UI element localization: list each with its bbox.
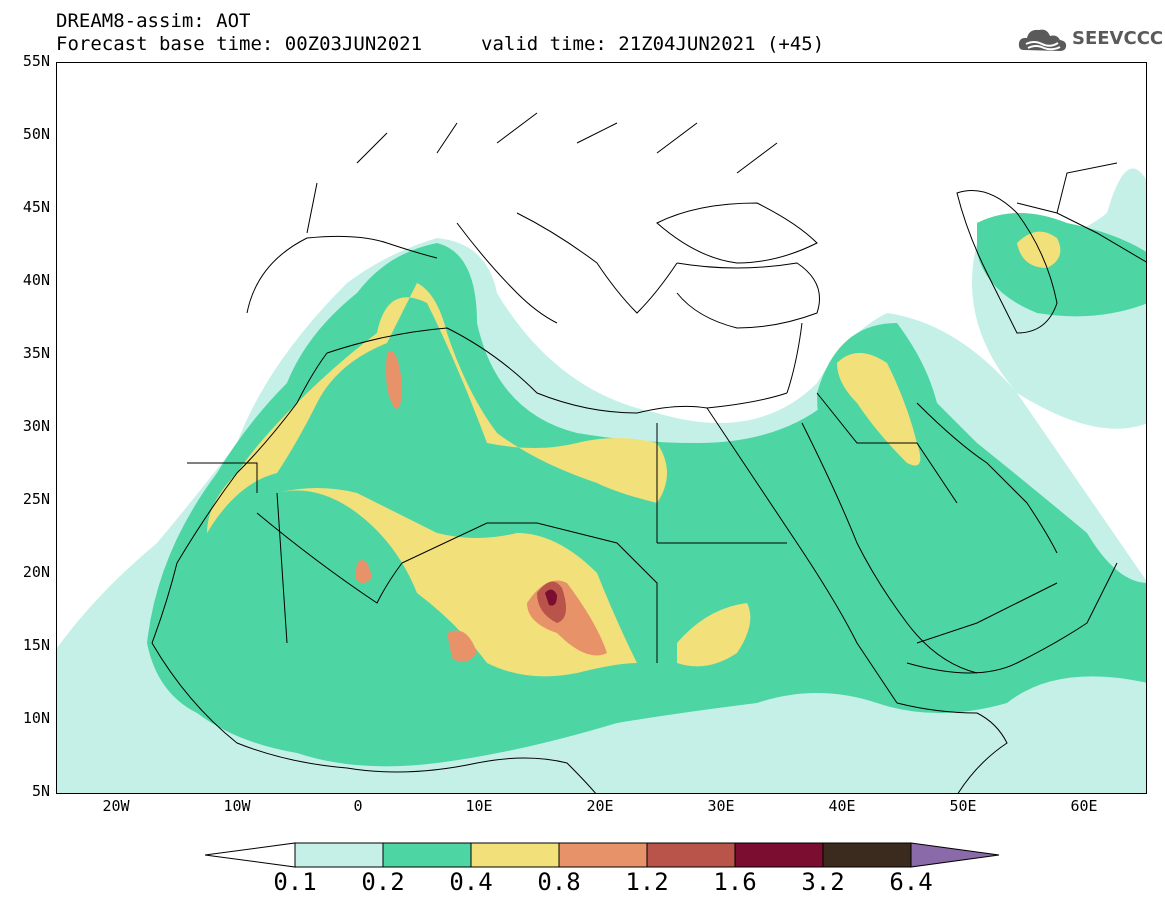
colorbar-under-arrow [205, 842, 296, 868]
colorbar-over-arrow [910, 842, 1000, 868]
colorbar-label-0.1: 0.1 [273, 868, 317, 896]
aot-0.8-1.2-region-niger [355, 560, 372, 583]
coastline-red-sea-west [706, 407, 898, 704]
aot-map-svg [57, 112, 1146, 793]
aot-0.8-1.2-region-nigeria [447, 630, 477, 662]
lat-tick-15n: 15N [22, 636, 50, 654]
coastline-italy [456, 222, 558, 324]
map-title: DREAM8-assim: AOT [56, 10, 251, 32]
coastlines-borders [151, 112, 1146, 793]
aot-0.4-0.8-region-east [837, 353, 921, 466]
colorbar-label-0.8: 0.8 [537, 868, 581, 896]
coastline-iberia [246, 235, 438, 314]
aot-0.8-1.2-region [386, 351, 402, 409]
lat-tick-45n: 45N [22, 198, 50, 216]
border-sahara-lines [187, 462, 658, 663]
lat-tick-25n: 25N [22, 490, 50, 508]
coastline-balkans [516, 212, 678, 314]
lat-tick-55n: 55N [22, 52, 50, 70]
lat-tick-35n: 35N [22, 344, 50, 362]
colorbar-label-3.2: 3.2 [801, 868, 845, 896]
coastline-caspian [956, 190, 1058, 334]
coastline-anatolia [676, 262, 820, 329]
lon-tick-0: 0 [353, 797, 363, 815]
aot-0.4-0.8-region [207, 283, 667, 533]
seevccc-logo: SEEVCCC [1016, 22, 1163, 58]
lon-tick-10w: 10W [223, 797, 251, 815]
colorbar-label-1.6: 1.6 [713, 868, 757, 896]
coastline-black-sea [656, 202, 818, 264]
colorbar-bin-1.6-3.2 [734, 842, 824, 868]
lon-tick-60e: 60E [1070, 797, 1098, 815]
colorbar-bin-3.2-6.4 [822, 842, 912, 868]
border-egypt-sudan [656, 423, 787, 544]
colorbar-bin-0.2-0.4 [382, 842, 472, 868]
colorbar-label-6.4: 6.4 [889, 868, 933, 896]
aot-map [56, 62, 1147, 794]
lat-tick-20n: 20N [22, 563, 50, 581]
lat-tick-40n: 40N [22, 271, 50, 289]
aot-shading [57, 168, 1146, 793]
lon-tick-50e: 50E [949, 797, 977, 815]
aot-0.4-0.8-region-ethiopia [677, 603, 751, 667]
border-europe [306, 112, 778, 234]
colorbar-label-0.2: 0.2 [361, 868, 405, 896]
aot-0.2-0.4-region-caspian [977, 213, 1146, 317]
border-yemen [916, 582, 1058, 644]
lat-tick-50n: 50N [22, 125, 50, 143]
lat-tick-30n: 30N [22, 417, 50, 435]
coastline-red-sea-east [801, 422, 978, 674]
colorbar-label-1.2: 1.2 [625, 868, 669, 896]
coastline-persian-gulf [916, 402, 1058, 554]
valid-time: valid time: 21Z04JUN2021 (+45) [481, 33, 825, 55]
lon-tick-20w: 20W [102, 797, 130, 815]
coastline-arabia-south [906, 562, 1118, 674]
forecast-base-time: Forecast base time: 00Z03JUN2021 [56, 33, 423, 55]
lon-tick-30e: 30E [707, 797, 735, 815]
coastline-gulf-of-guinea [151, 642, 596, 793]
colorbar-label-0.4: 0.4 [449, 868, 493, 896]
colorbar-bin-0.8-1.2 [558, 842, 648, 868]
lat-tick-5n: 5N [31, 782, 50, 800]
aot-0.4-0.8-region-caspian [1017, 231, 1061, 268]
border-central-asia [1016, 162, 1146, 263]
cloud-icon [1018, 29, 1067, 51]
lon-tick-10e: 10E [465, 797, 493, 815]
aot-1.6-3.2-region [545, 589, 557, 606]
lon-tick-20e: 20E [586, 797, 614, 815]
lon-tick-40e: 40E [828, 797, 856, 815]
coastline-horn-of-africa [896, 702, 1008, 793]
colorbar-bin-0.4-0.8 [470, 842, 560, 868]
colorbar-bin-0.1-0.2 [294, 842, 384, 868]
border-saudi [816, 392, 958, 504]
time-info: Forecast base time: 00Z03JUN2021 valid ti… [56, 33, 824, 55]
aot-0.4-0.8-region-sahel [277, 488, 637, 677]
border-algeria-mali [256, 512, 403, 604]
coastline-west-africa [151, 352, 328, 644]
lat-tick-10n: 10N [22, 709, 50, 727]
colorbar [205, 842, 1000, 868]
logo-text: SEEVCCC [1072, 28, 1164, 49]
coastline-mediterranean-africa [326, 327, 788, 414]
colorbar-bin-1.2-1.6 [646, 842, 736, 868]
coastline-levant [786, 322, 803, 394]
